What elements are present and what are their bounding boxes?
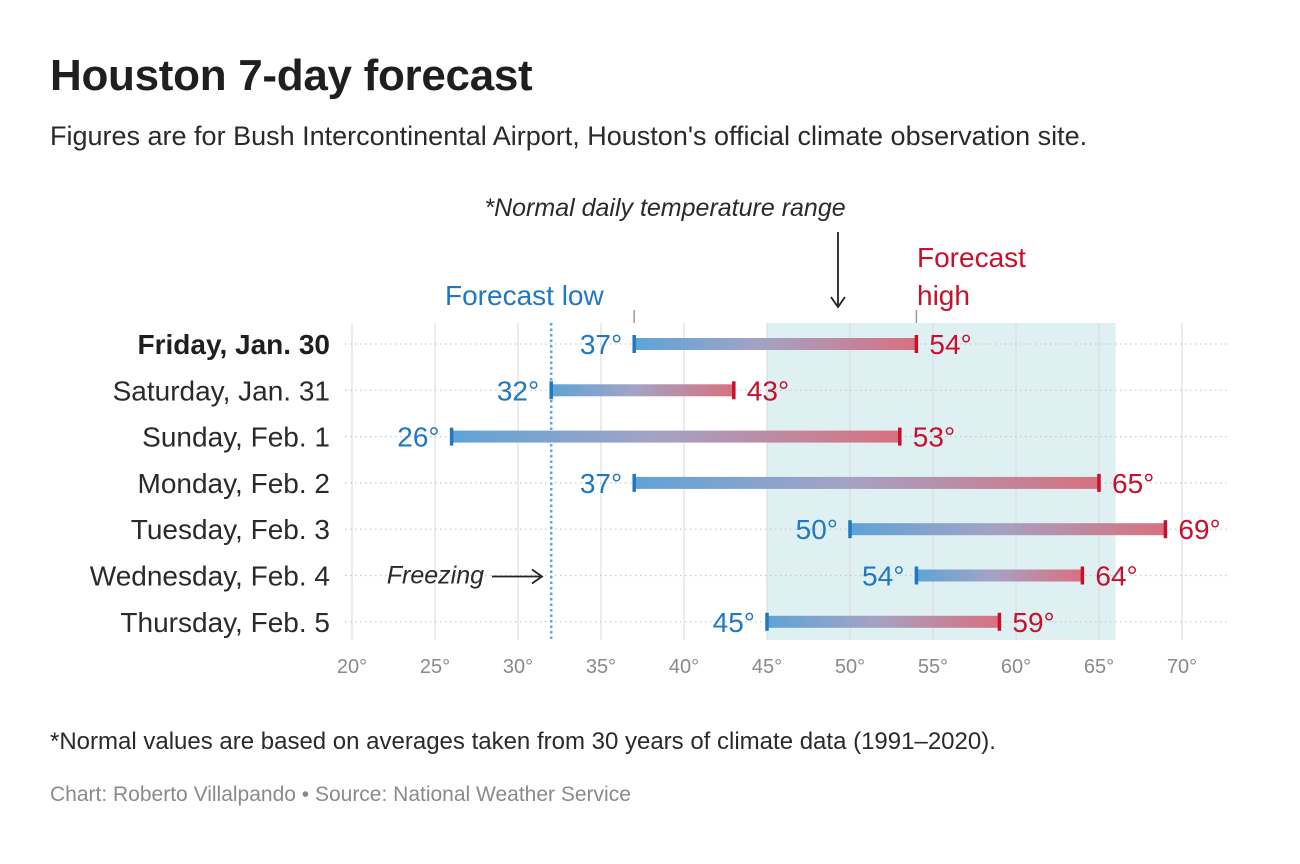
day-label: Monday, Feb. 2 xyxy=(138,468,330,499)
x-tick-label: 20° xyxy=(337,656,367,678)
high-value-label: 43° xyxy=(747,375,789,406)
range-bar xyxy=(916,569,1083,582)
low-value-label: 45° xyxy=(713,607,755,638)
range-bar xyxy=(551,384,734,397)
low-value-label: 37° xyxy=(580,329,622,360)
footnote: *Normal values are based on averages tak… xyxy=(50,728,996,755)
x-tick-label: 45° xyxy=(752,656,782,678)
low-value-label: 37° xyxy=(580,468,622,499)
credit: Chart: Roberto Villalpando • Source: Nat… xyxy=(50,783,631,806)
day-label: Wednesday, Feb. 4 xyxy=(90,561,330,592)
day-label: Thursday, Feb. 5 xyxy=(120,607,330,638)
range-bar xyxy=(451,430,900,443)
forecast-high-annotation-line2: high xyxy=(917,280,970,311)
x-tick-label: 60° xyxy=(1001,656,1031,678)
x-tick-label: 30° xyxy=(503,656,533,678)
low-value-label: 26° xyxy=(397,422,439,453)
chart-subtitle: Figures are for Bush Intercontinental Ai… xyxy=(50,121,1088,151)
forecast-high-annotation-line1: Forecast xyxy=(917,242,1026,273)
low-value-label: 54° xyxy=(862,561,904,592)
x-tick-label: 25° xyxy=(420,656,450,678)
range-bar xyxy=(634,338,917,350)
range-bar xyxy=(850,523,1166,536)
x-tick-label: 40° xyxy=(669,656,699,678)
freezing-arrowhead xyxy=(531,568,544,585)
high-value-label: 65° xyxy=(1112,468,1154,499)
x-tick-label: 55° xyxy=(918,656,948,678)
day-label: Tuesday, Feb. 3 xyxy=(131,514,330,545)
normal-range-arrowhead xyxy=(830,296,846,309)
freezing-annotation: Freezing xyxy=(387,562,484,590)
low-value-label: 50° xyxy=(796,514,838,545)
x-tick-label: 70° xyxy=(1167,656,1197,678)
normal-range-annotation: *Normal daily temperature range xyxy=(484,194,845,222)
high-value-label: 53° xyxy=(913,422,955,453)
low-value-label: 32° xyxy=(497,375,539,406)
high-value-label: 64° xyxy=(1095,561,1137,592)
day-label: Friday, Jan. 30 xyxy=(138,329,330,360)
forecast-low-annotation: Forecast low xyxy=(445,280,604,311)
high-value-label: 54° xyxy=(929,329,971,360)
range-bar xyxy=(767,615,1000,628)
x-tick-label: 50° xyxy=(835,656,865,678)
high-value-label: 59° xyxy=(1012,607,1054,638)
day-label: Saturday, Jan. 31 xyxy=(113,375,330,406)
x-tick-label: 65° xyxy=(1084,656,1114,678)
high-value-label: 69° xyxy=(1178,514,1220,545)
day-label: Sunday, Feb. 1 xyxy=(142,422,330,453)
x-tick-label: 35° xyxy=(586,656,616,678)
chart-title: Houston 7-day forecast xyxy=(50,51,533,100)
range-bar xyxy=(634,476,1099,489)
